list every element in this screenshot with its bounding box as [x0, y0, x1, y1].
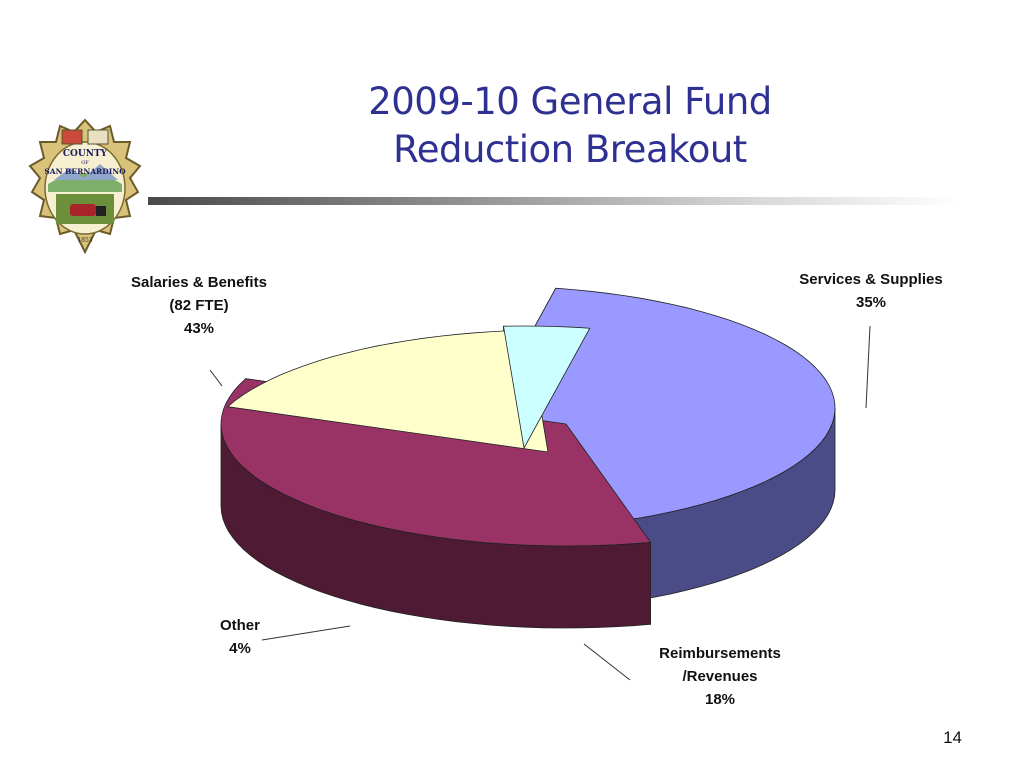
slice-label-reimb: Reimbursements/Revenues 18% [659, 645, 781, 708]
slice-label-salaries: Salaries & Benefits (82 FTE) 43% [131, 274, 267, 337]
title-line-1: 2009-10 General Fund [368, 80, 772, 123]
leader-line-reimb [583, 643, 631, 681]
slice-label-other: Other 4% [220, 617, 260, 657]
leader-line-salaries [209, 369, 223, 387]
slice-label-line: Reimbursements [659, 645, 781, 662]
leader-line-other [261, 625, 351, 641]
slice-label-services: Services & Supplies 35% [799, 271, 942, 311]
slice-label-line: (82 FTE) [169, 297, 228, 314]
seal-text-county: COUNTY [63, 149, 108, 159]
slice-label-line: Salaries & Benefits [131, 274, 267, 291]
slice-label-line: 18% [705, 691, 735, 708]
slice-label-line: /Revenues [682, 668, 757, 685]
county-seal-logo: COUNTY OF SAN BERNARDINO 1853 [28, 118, 142, 254]
pie-slice-other [503, 325, 591, 450]
seal-text-name: SAN BERNARDINO [44, 167, 126, 176]
title-line-2: Reduction Breakout [393, 128, 747, 171]
slide-title: 2009-10 General Fund Reduction Breakout [290, 78, 850, 174]
title-divider [148, 197, 960, 205]
slice-label-line: Other [220, 617, 260, 634]
seal-text-of: OF [81, 160, 89, 166]
page-number: 14 [943, 728, 962, 747]
slice-label-line: 4% [229, 640, 251, 657]
slice-label-line: 43% [184, 320, 214, 337]
pie-slice-reimb [226, 329, 549, 453]
slice-label-line: Services & Supplies [799, 271, 942, 288]
seal-text-year: 1853 [77, 237, 92, 244]
leader-line-services [865, 325, 871, 409]
slice-label-line: 35% [856, 294, 886, 311]
